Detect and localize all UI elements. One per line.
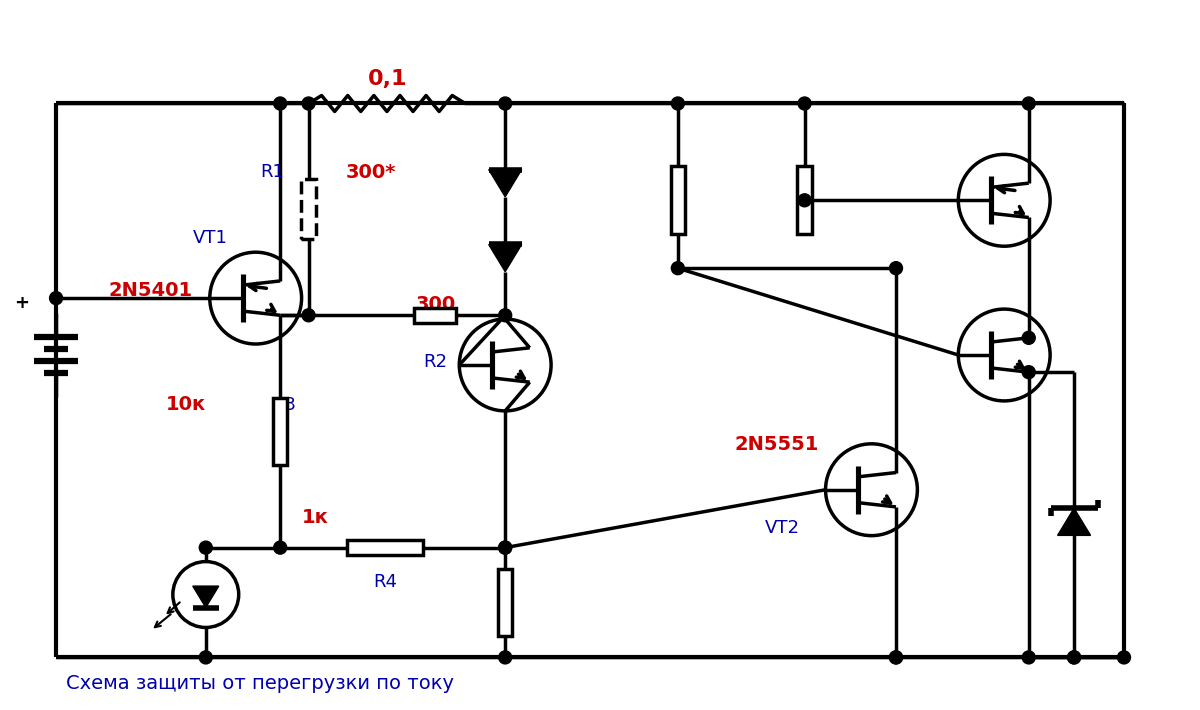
Text: 2N5551: 2N5551 [734,435,820,454]
Circle shape [302,309,316,322]
Text: VT2: VT2 [764,519,799,537]
Text: R4: R4 [373,572,397,591]
Circle shape [1068,651,1080,664]
Text: 2N5401: 2N5401 [109,280,193,300]
Circle shape [499,651,511,664]
Text: R3: R3 [272,396,296,414]
Circle shape [1022,332,1036,344]
Circle shape [798,97,811,110]
Text: 1к: 1к [301,508,329,528]
Circle shape [671,97,684,110]
Circle shape [889,651,902,664]
Circle shape [798,194,811,207]
Circle shape [1068,651,1080,664]
Circle shape [274,541,287,554]
Text: 10к: 10к [166,395,205,415]
Circle shape [889,651,902,664]
FancyBboxPatch shape [414,308,456,322]
Circle shape [199,541,212,554]
FancyBboxPatch shape [348,540,424,555]
Circle shape [499,541,511,554]
FancyBboxPatch shape [671,166,685,234]
Circle shape [499,97,511,110]
Text: R2: R2 [424,353,448,371]
FancyBboxPatch shape [498,569,512,636]
Polygon shape [488,170,522,197]
Circle shape [49,292,62,305]
Circle shape [1117,651,1130,664]
Circle shape [1022,651,1036,664]
Circle shape [499,309,511,322]
Circle shape [1022,97,1036,110]
FancyBboxPatch shape [272,398,288,465]
Circle shape [302,97,316,110]
Circle shape [499,541,511,554]
FancyBboxPatch shape [797,166,812,234]
Polygon shape [1057,508,1091,535]
Text: Схема защиты от перегрузки по току: Схема защиты от перегрузки по току [66,674,454,693]
Polygon shape [193,586,218,608]
Circle shape [1022,366,1036,378]
Text: 300: 300 [415,295,456,314]
FancyBboxPatch shape [301,180,316,239]
Text: R1: R1 [260,163,284,181]
Text: VT1: VT1 [193,229,228,247]
Circle shape [199,651,212,664]
Circle shape [671,262,684,275]
Text: 300*: 300* [346,163,396,182]
Circle shape [274,97,287,110]
Circle shape [889,262,902,275]
Text: 0,1: 0,1 [367,69,407,89]
Text: +: + [13,294,29,312]
Polygon shape [488,244,522,272]
